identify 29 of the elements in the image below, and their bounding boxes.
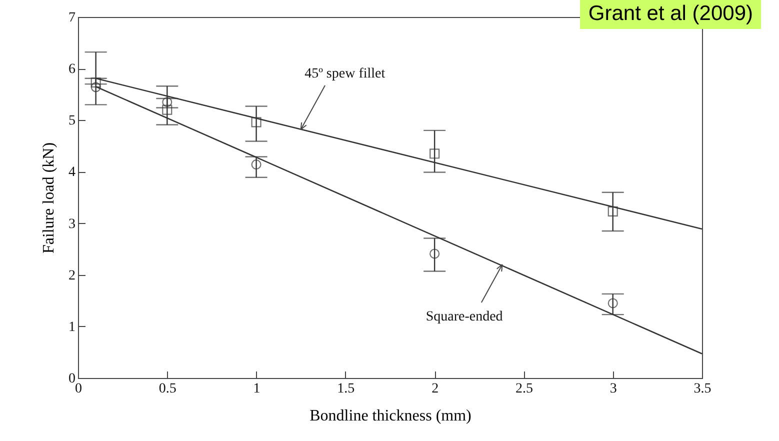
y-tick-label: 1 xyxy=(68,320,76,335)
point xyxy=(430,248,440,259)
point xyxy=(251,159,262,170)
y-tick-label: 4 xyxy=(68,165,76,180)
y-tick-label: 0 xyxy=(68,372,76,386)
y-tick-label: 6 xyxy=(68,62,76,78)
point xyxy=(251,117,262,128)
x-tick-label: 3.5 xyxy=(694,382,712,396)
point xyxy=(430,148,440,159)
annotation: Grant et al (2009) xyxy=(580,0,761,29)
annotation: Square-ended xyxy=(426,310,503,325)
point xyxy=(162,104,172,115)
x-tick-label: 2 xyxy=(432,382,439,396)
y-tick-label: 2 xyxy=(68,268,76,284)
point xyxy=(90,82,101,92)
point xyxy=(608,298,618,308)
y-tick-label: 5 xyxy=(68,114,76,129)
y-axis-title: Failure load (kN) xyxy=(40,142,58,254)
y-tick-label: 3 xyxy=(68,216,76,232)
x-tick-label: 0.5 xyxy=(158,382,176,396)
x-axis-title: Bondline thickness (mm) xyxy=(310,408,472,424)
y-tick-label: 7 xyxy=(68,10,76,26)
x-tick-label: 1 xyxy=(253,382,260,396)
annotation: 45º spew fillet xyxy=(304,66,386,82)
x-tick-label: 2.5 xyxy=(515,382,533,396)
x-tick-label: 3 xyxy=(610,382,617,396)
x-tick-label: 1.5 xyxy=(337,382,355,396)
point xyxy=(162,97,172,108)
point xyxy=(608,206,618,216)
